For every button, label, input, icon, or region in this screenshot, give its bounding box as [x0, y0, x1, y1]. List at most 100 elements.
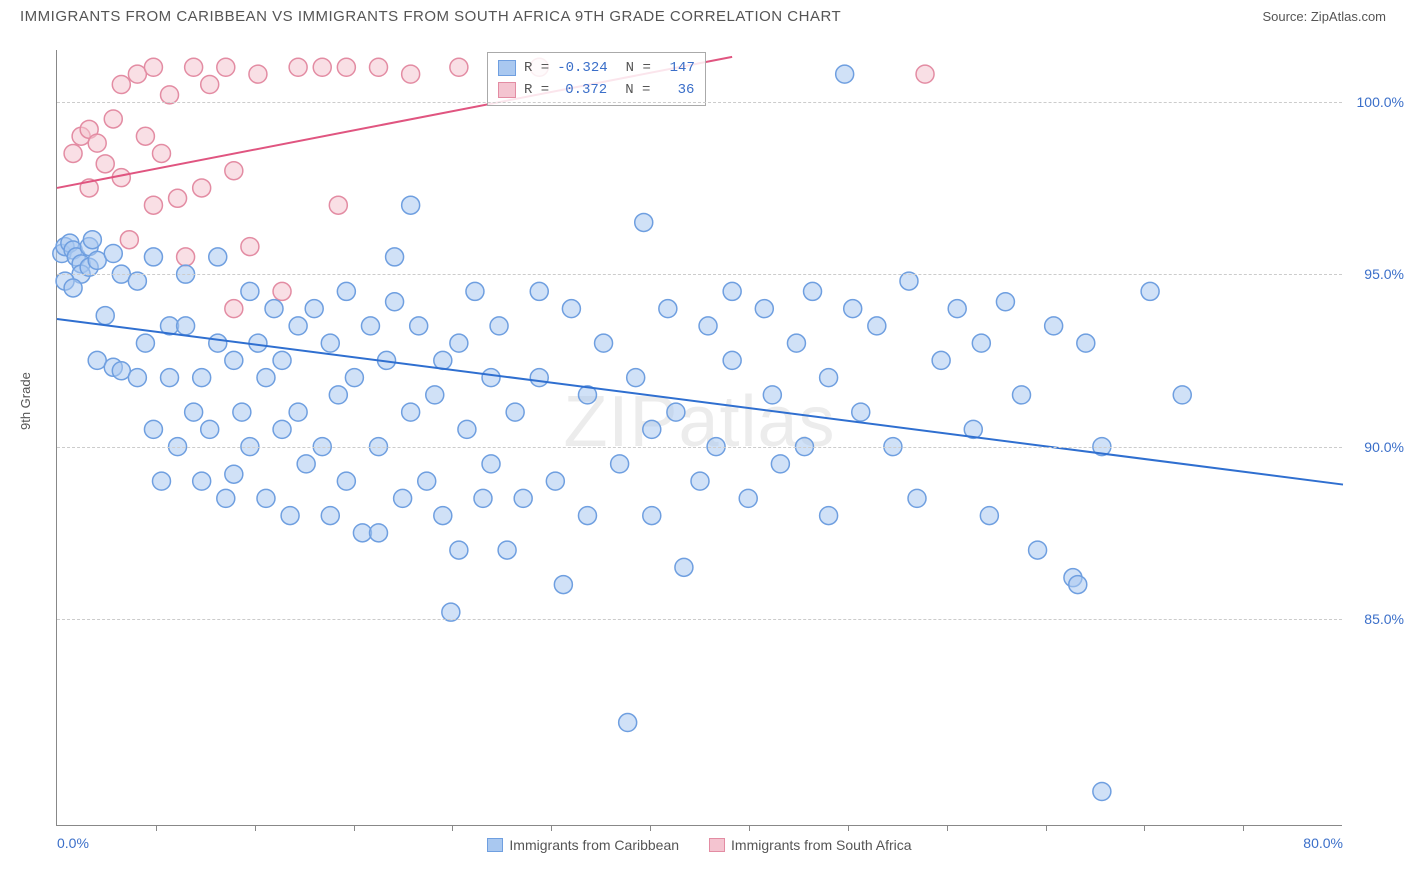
stat-n-value: 36	[658, 79, 694, 101]
data-point	[257, 369, 275, 387]
data-point	[418, 472, 436, 490]
bottom-legend: Immigrants from CaribbeanImmigrants from…	[57, 837, 1342, 853]
data-point	[337, 282, 355, 300]
data-point	[1069, 576, 1087, 594]
data-point	[723, 351, 741, 369]
data-point	[771, 455, 789, 473]
data-point	[482, 369, 500, 387]
data-point	[659, 300, 677, 318]
data-point	[426, 386, 444, 404]
data-point	[257, 489, 275, 507]
stat-r-value: -0.324	[557, 57, 607, 79]
trend-line	[57, 319, 1343, 485]
data-point	[1045, 317, 1063, 335]
stats-legend-box: R =-0.324N =147R =0.372N =36	[487, 52, 706, 106]
data-point	[345, 369, 363, 387]
stats-row: R =-0.324N =147	[498, 57, 695, 79]
x-tick-mark	[848, 825, 849, 831]
data-point	[209, 334, 227, 352]
gridline	[57, 274, 1342, 275]
x-tick-mark	[255, 825, 256, 831]
data-point	[193, 369, 211, 387]
data-point	[474, 489, 492, 507]
x-tick-mark	[650, 825, 651, 831]
data-point	[144, 196, 162, 214]
data-point	[530, 369, 548, 387]
data-point	[104, 244, 122, 262]
data-point	[820, 369, 838, 387]
data-point	[241, 282, 259, 300]
x-tick-mark	[354, 825, 355, 831]
data-point	[185, 58, 203, 76]
stats-row: R =0.372N =36	[498, 79, 695, 101]
gridline	[57, 619, 1342, 620]
data-point	[450, 541, 468, 559]
data-point	[337, 472, 355, 490]
data-point	[675, 558, 693, 576]
data-point	[611, 455, 629, 473]
data-point	[88, 351, 106, 369]
series-swatch	[498, 82, 516, 98]
stat-n-label: N =	[626, 57, 651, 79]
data-point	[699, 317, 717, 335]
data-point	[370, 524, 388, 542]
data-point	[177, 317, 195, 335]
data-point	[450, 58, 468, 76]
data-point	[104, 110, 122, 128]
data-point	[144, 248, 162, 266]
data-point	[201, 420, 219, 438]
data-point	[112, 75, 130, 93]
data-point	[217, 58, 235, 76]
data-point	[514, 489, 532, 507]
data-point	[289, 317, 307, 335]
stat-r-label: R =	[524, 57, 549, 79]
data-point	[948, 300, 966, 318]
stat-n-label: N =	[625, 79, 650, 101]
data-point	[498, 541, 516, 559]
data-point	[128, 369, 146, 387]
x-tick-mark	[749, 825, 750, 831]
data-point	[297, 455, 315, 473]
x-tick-label: 80.0%	[1303, 835, 1343, 851]
x-tick-mark	[551, 825, 552, 831]
data-point	[530, 282, 548, 300]
data-point	[273, 351, 291, 369]
data-point	[755, 300, 773, 318]
x-tick-label: 0.0%	[57, 835, 89, 851]
data-point	[273, 282, 291, 300]
data-point	[120, 231, 138, 249]
data-point	[112, 362, 130, 380]
data-point	[619, 714, 637, 732]
y-tick-label: 100.0%	[1357, 94, 1404, 110]
data-point	[434, 507, 452, 525]
data-point	[152, 472, 170, 490]
data-point	[329, 386, 347, 404]
series-swatch	[498, 60, 516, 76]
data-point	[88, 251, 106, 269]
data-point	[643, 507, 661, 525]
data-point	[225, 162, 243, 180]
data-point	[916, 65, 934, 83]
data-point	[643, 420, 661, 438]
data-point	[402, 196, 420, 214]
data-point	[836, 65, 854, 83]
y-tick-label: 90.0%	[1364, 439, 1404, 455]
legend-label: Immigrants from South Africa	[731, 837, 912, 853]
data-point	[177, 248, 195, 266]
x-tick-mark	[156, 825, 157, 831]
data-point	[868, 317, 886, 335]
x-tick-mark	[1243, 825, 1244, 831]
data-point	[691, 472, 709, 490]
data-point	[88, 134, 106, 152]
data-point	[169, 189, 187, 207]
data-point	[161, 369, 179, 387]
data-point	[249, 65, 267, 83]
data-point	[361, 317, 379, 335]
data-point	[273, 420, 291, 438]
data-point	[763, 386, 781, 404]
data-point	[96, 155, 114, 173]
data-point	[723, 282, 741, 300]
gridline	[57, 447, 1342, 448]
data-point	[804, 282, 822, 300]
data-point	[321, 334, 339, 352]
